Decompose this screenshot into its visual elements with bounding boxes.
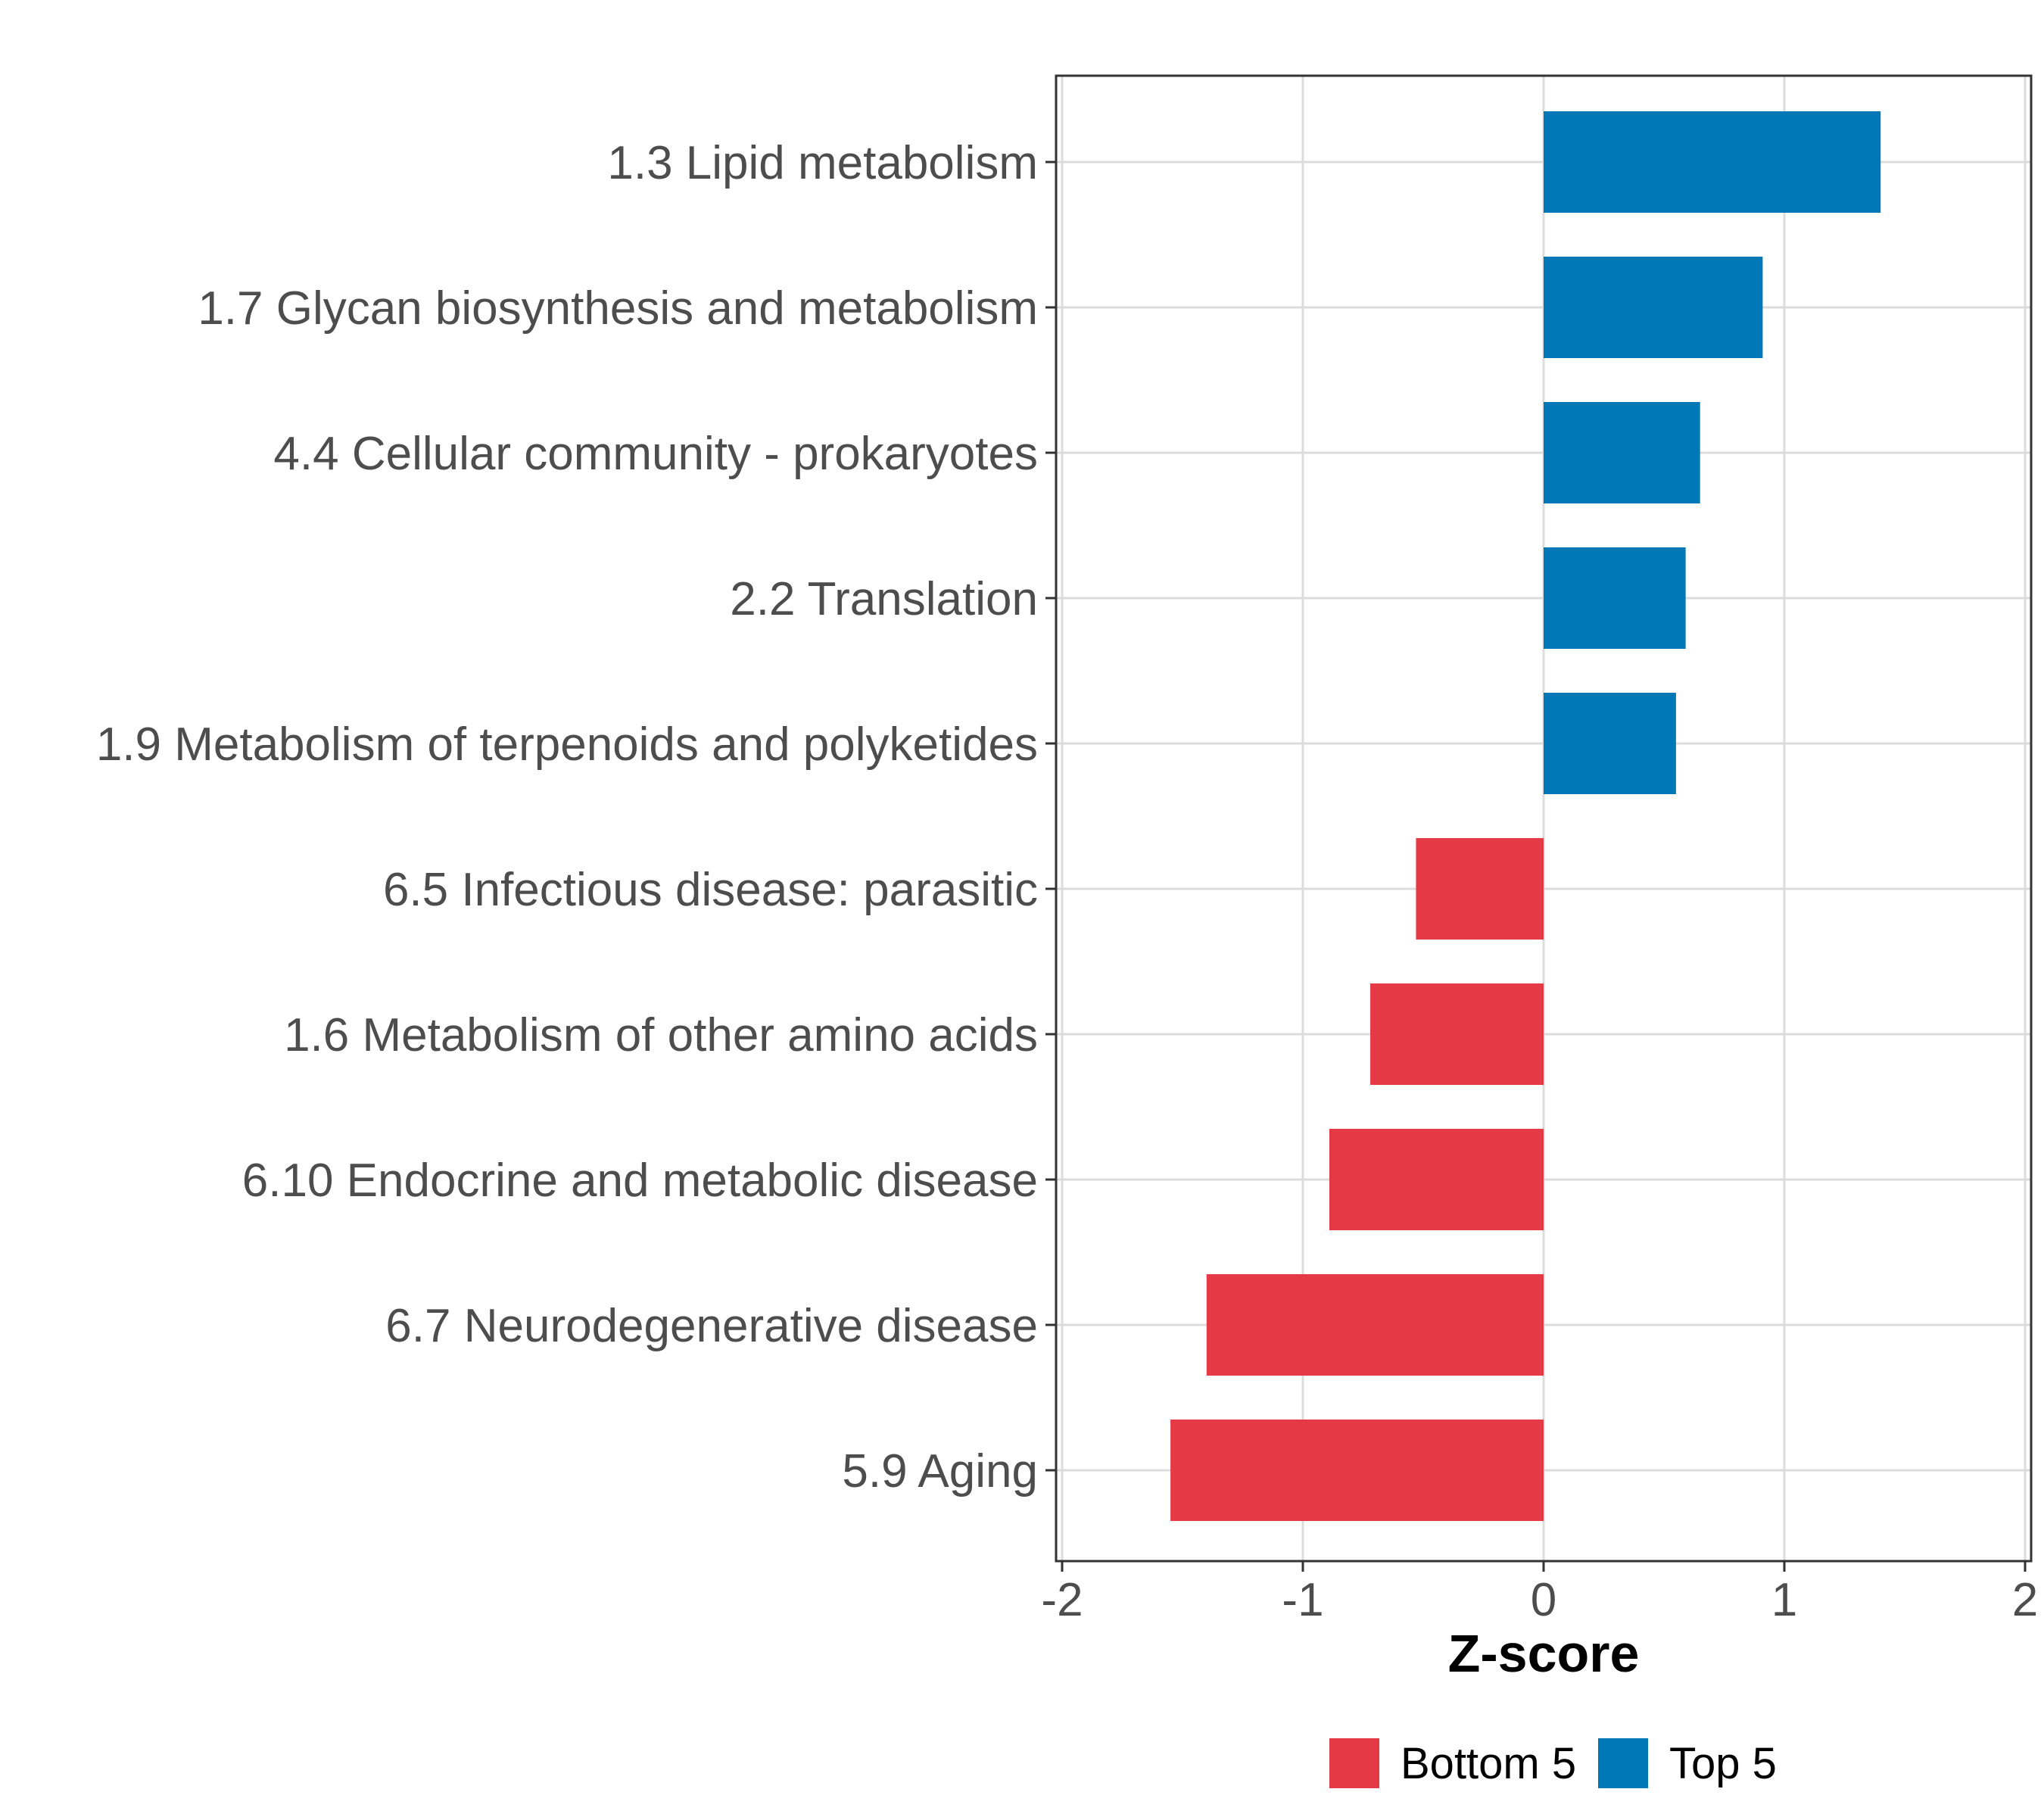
bar-8 (1329, 1129, 1544, 1230)
x-tick-label: -1 (1282, 1574, 1323, 1626)
legend-label: Bottom 5 (1401, 1739, 1576, 1788)
bar-1 (1544, 111, 1881, 213)
bar-4 (1544, 547, 1686, 649)
bar-6 (1416, 838, 1544, 940)
y-tick-label: 1.9 Metabolism of terpenoids and polyket… (96, 718, 1038, 771)
bar-2 (1544, 257, 1763, 358)
legend-swatch (1598, 1738, 1648, 1788)
y-tick-label: 6.7 Neurodegenerative disease (385, 1300, 1038, 1352)
bar-5 (1544, 693, 1676, 794)
y-axis: 1.3 Lipid metabolism 1.7 Glycan biosynthe… (96, 137, 1056, 1498)
legend: Bottom 5 Top 5 (1329, 1738, 1777, 1788)
y-tick-label: 1.6 Metabolism of other amino acids (284, 1009, 1038, 1061)
y-tick-label: 1.3 Lipid metabolism (607, 137, 1038, 189)
bar-3 (1544, 402, 1700, 503)
x-axis: -2 -1 0 1 2 (1041, 1561, 2038, 1626)
y-tick-label: 1.7 Glycan biosynthesis and metabolism (198, 282, 1038, 335)
x-tick-label: 0 (1531, 1574, 1556, 1626)
legend-label: Top 5 (1669, 1739, 1777, 1788)
y-tick-label: 5.9 Aging (842, 1445, 1038, 1498)
bar-7 (1370, 983, 1544, 1085)
y-tick-label: 6.5 Infectious disease: parasitic (383, 864, 1038, 916)
y-tick-label: 4.4 Cellular community - prokaryotes (273, 428, 1038, 480)
y-tick-label: 6.10 Endocrine and metabolic disease (242, 1155, 1038, 1207)
x-tick-label: -2 (1041, 1574, 1083, 1626)
legend-swatch (1329, 1738, 1379, 1788)
x-axis-title: Z-score (1448, 1624, 1640, 1683)
bars (1170, 111, 1881, 1521)
y-tick-label: 2.2 Translation (730, 573, 1038, 625)
x-tick-label: 1 (1771, 1574, 1797, 1626)
bar-10 (1170, 1420, 1544, 1521)
x-tick-label: 2 (2012, 1574, 2038, 1626)
bar-9 (1206, 1274, 1544, 1376)
